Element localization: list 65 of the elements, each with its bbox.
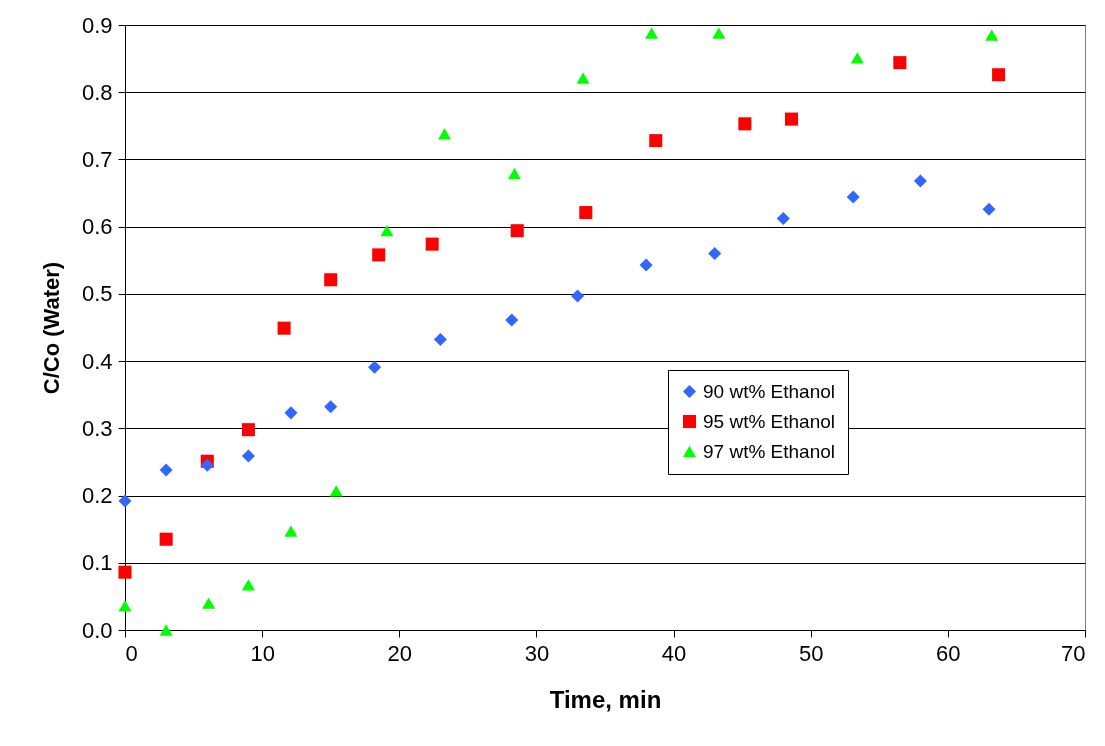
point xyxy=(576,72,590,84)
point xyxy=(571,289,585,303)
point xyxy=(241,449,255,463)
legend-label: 90 wt% Ethanol xyxy=(703,380,836,402)
point xyxy=(785,112,799,126)
point xyxy=(438,128,452,140)
point xyxy=(712,27,726,39)
point xyxy=(913,174,927,188)
x-tick-label: 60 xyxy=(936,640,961,666)
point xyxy=(159,532,173,546)
point xyxy=(649,134,663,148)
legend-label: 97 wt% Ethanol xyxy=(703,440,836,462)
y-tick-label: 0.3 xyxy=(81,415,113,441)
x-tick-label: 0 xyxy=(125,640,138,666)
point xyxy=(850,52,864,64)
point xyxy=(433,333,447,347)
x-axis-title: Time, min xyxy=(549,685,662,713)
y-tick-label: 0.9 xyxy=(81,12,113,38)
y-tick-label: 0.7 xyxy=(81,146,113,172)
point xyxy=(372,248,386,262)
point xyxy=(708,247,722,261)
point xyxy=(368,360,382,374)
point xyxy=(425,237,439,251)
y-tick-label: 0.1 xyxy=(81,550,113,576)
y-tick-label: 0.8 xyxy=(81,79,113,105)
y-tick-label: 0.2 xyxy=(81,483,113,509)
x-tick-label: 20 xyxy=(387,640,413,666)
point xyxy=(277,321,291,335)
y-tick-label: 0.0 xyxy=(81,617,113,643)
point xyxy=(505,313,519,327)
point xyxy=(645,27,659,39)
point xyxy=(579,206,593,220)
legend-label: 95 wt% Ethanol xyxy=(703,410,836,432)
x-tick-label: 30 xyxy=(524,640,550,666)
point xyxy=(159,624,173,636)
point xyxy=(118,600,132,612)
point xyxy=(241,423,255,437)
point xyxy=(324,400,338,414)
point xyxy=(284,406,298,420)
point xyxy=(284,525,298,537)
y-tick-label: 0.5 xyxy=(81,281,113,307)
point xyxy=(510,224,524,238)
point xyxy=(893,56,907,70)
point xyxy=(738,117,752,131)
point xyxy=(982,202,996,216)
point xyxy=(159,463,173,477)
y-tick-label: 0.6 xyxy=(81,214,113,240)
x-tick-label: 50 xyxy=(798,640,824,666)
point xyxy=(324,273,338,287)
point xyxy=(507,167,521,180)
x-tick-label: 10 xyxy=(250,640,275,666)
x-tick-label: 70 xyxy=(1061,640,1086,666)
point xyxy=(380,225,394,237)
point xyxy=(200,458,214,472)
point xyxy=(985,29,999,41)
x-tick-label: 40 xyxy=(661,640,687,666)
point xyxy=(776,212,790,226)
point xyxy=(846,190,860,204)
point xyxy=(241,579,255,591)
y-axis-title: C/Co (Water) xyxy=(38,261,64,395)
y-tick-label: 0.4 xyxy=(81,348,113,374)
point xyxy=(329,485,343,497)
point xyxy=(639,258,653,272)
point xyxy=(202,597,216,609)
point xyxy=(992,68,1006,82)
